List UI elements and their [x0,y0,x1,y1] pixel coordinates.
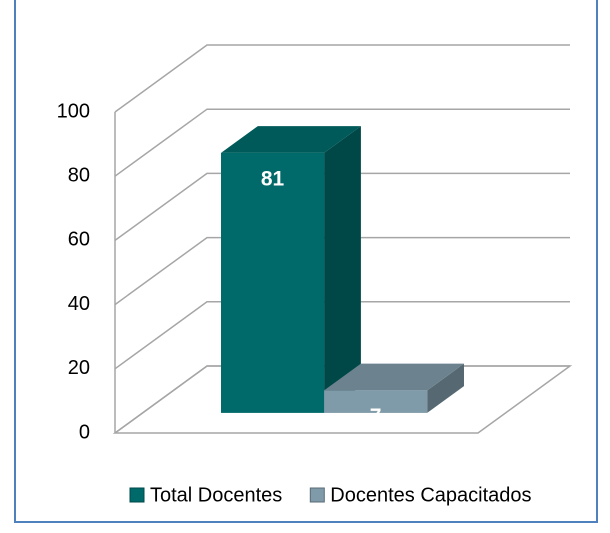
chart-frame [14,0,598,523]
bar-front [324,390,428,413]
grid-line [114,108,570,177]
y-tick-label: 60 [68,229,90,251]
bar [324,363,464,413]
y-tick-label: 80 [68,164,90,186]
grid-line [114,44,570,113]
y-tick-label: 20 [68,357,90,379]
y-tick-label: 40 [68,293,90,315]
bar-top [221,126,361,153]
bar-front [221,152,325,413]
data-label: 7 [370,405,382,428]
bar-side [427,363,464,413]
grid-line [114,172,570,242]
legend-label: Total Docentes [150,484,282,506]
bar-side [324,126,361,413]
data-label: 81 [261,167,285,190]
legend-swatch [129,487,145,503]
bar [221,126,361,413]
grid-line [114,236,570,306]
legend-swatch [309,487,325,503]
grid-line [114,301,570,370]
bar-top [324,363,464,391]
y-tick-label: 100 [57,100,90,122]
legend-label: Docentes Capacitados [330,484,531,506]
y-tick-label: 0 [79,421,90,443]
